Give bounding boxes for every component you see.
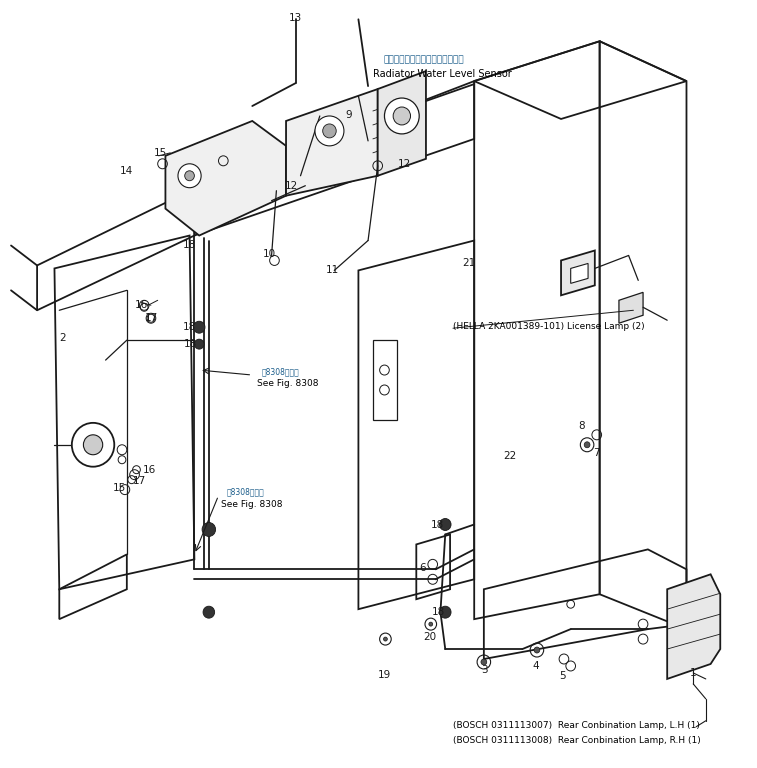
Text: ラジエータウォータレベルセンサ: ラジエータウォータレベルセンサ xyxy=(384,55,464,65)
Polygon shape xyxy=(571,263,588,283)
Text: 17: 17 xyxy=(132,475,146,485)
Text: 18: 18 xyxy=(431,521,444,531)
Text: 15: 15 xyxy=(113,482,126,492)
Text: 5: 5 xyxy=(559,671,566,681)
Text: 18: 18 xyxy=(184,339,197,349)
Text: 16: 16 xyxy=(142,465,156,475)
Circle shape xyxy=(429,622,433,626)
Circle shape xyxy=(72,423,114,467)
Polygon shape xyxy=(166,121,286,236)
Polygon shape xyxy=(619,293,643,323)
Text: Radiator Water Level Sensor: Radiator Water Level Sensor xyxy=(373,69,512,79)
Text: 14: 14 xyxy=(120,166,133,176)
Text: 第8308図参照: 第8308図参照 xyxy=(262,367,300,376)
Text: 19: 19 xyxy=(378,670,391,680)
Text: 12: 12 xyxy=(285,180,298,190)
Circle shape xyxy=(385,98,419,134)
Polygon shape xyxy=(667,574,720,679)
Circle shape xyxy=(440,606,451,618)
Circle shape xyxy=(178,164,201,187)
Text: 20: 20 xyxy=(423,632,436,642)
Circle shape xyxy=(440,518,451,531)
Text: 18: 18 xyxy=(432,607,445,617)
Circle shape xyxy=(481,659,487,665)
Text: 13: 13 xyxy=(289,13,302,23)
Text: 第8308図参照: 第8308図参照 xyxy=(226,488,264,497)
Text: 1: 1 xyxy=(690,668,696,678)
Circle shape xyxy=(203,606,215,618)
Text: 11: 11 xyxy=(326,266,339,276)
Text: 22: 22 xyxy=(503,451,516,461)
Text: 2: 2 xyxy=(59,333,66,343)
Text: 21: 21 xyxy=(462,259,475,269)
Polygon shape xyxy=(378,71,426,176)
Circle shape xyxy=(584,442,590,448)
Text: 18: 18 xyxy=(183,323,196,333)
Text: 18: 18 xyxy=(183,240,196,250)
Text: (BOSCH 0311113007)  Rear Conbination Lamp, L.H (1): (BOSCH 0311113007) Rear Conbination Lamp… xyxy=(453,721,700,730)
Text: 9: 9 xyxy=(345,110,352,120)
Circle shape xyxy=(193,321,205,333)
Text: 17: 17 xyxy=(145,313,157,323)
Circle shape xyxy=(195,339,204,349)
Circle shape xyxy=(83,435,103,455)
Text: See Fig. 8308: See Fig. 8308 xyxy=(221,499,283,508)
Text: 6: 6 xyxy=(419,564,425,574)
Bar xyxy=(373,340,397,420)
Circle shape xyxy=(534,647,540,653)
Circle shape xyxy=(393,107,410,125)
Text: 3: 3 xyxy=(481,665,488,675)
Text: (BOSCH 0311113008)  Rear Conbination Lamp, R.H (1): (BOSCH 0311113008) Rear Conbination Lamp… xyxy=(453,736,701,745)
Polygon shape xyxy=(561,250,595,296)
Polygon shape xyxy=(286,89,378,196)
Text: 8: 8 xyxy=(578,421,584,431)
Text: See Fig. 8308: See Fig. 8308 xyxy=(257,379,319,388)
Circle shape xyxy=(185,170,195,180)
Text: 12: 12 xyxy=(398,159,411,169)
Circle shape xyxy=(322,124,336,138)
Circle shape xyxy=(315,116,344,146)
Circle shape xyxy=(384,637,388,641)
Text: 15: 15 xyxy=(154,147,167,158)
Text: 7: 7 xyxy=(593,448,600,458)
Text: (HELLA 2KA001389-101) License Lamp (2): (HELLA 2KA001389-101) License Lamp (2) xyxy=(453,323,645,331)
Circle shape xyxy=(202,522,216,536)
Text: 16: 16 xyxy=(135,300,148,310)
Text: 4: 4 xyxy=(533,661,539,671)
Text: 10: 10 xyxy=(263,250,276,260)
